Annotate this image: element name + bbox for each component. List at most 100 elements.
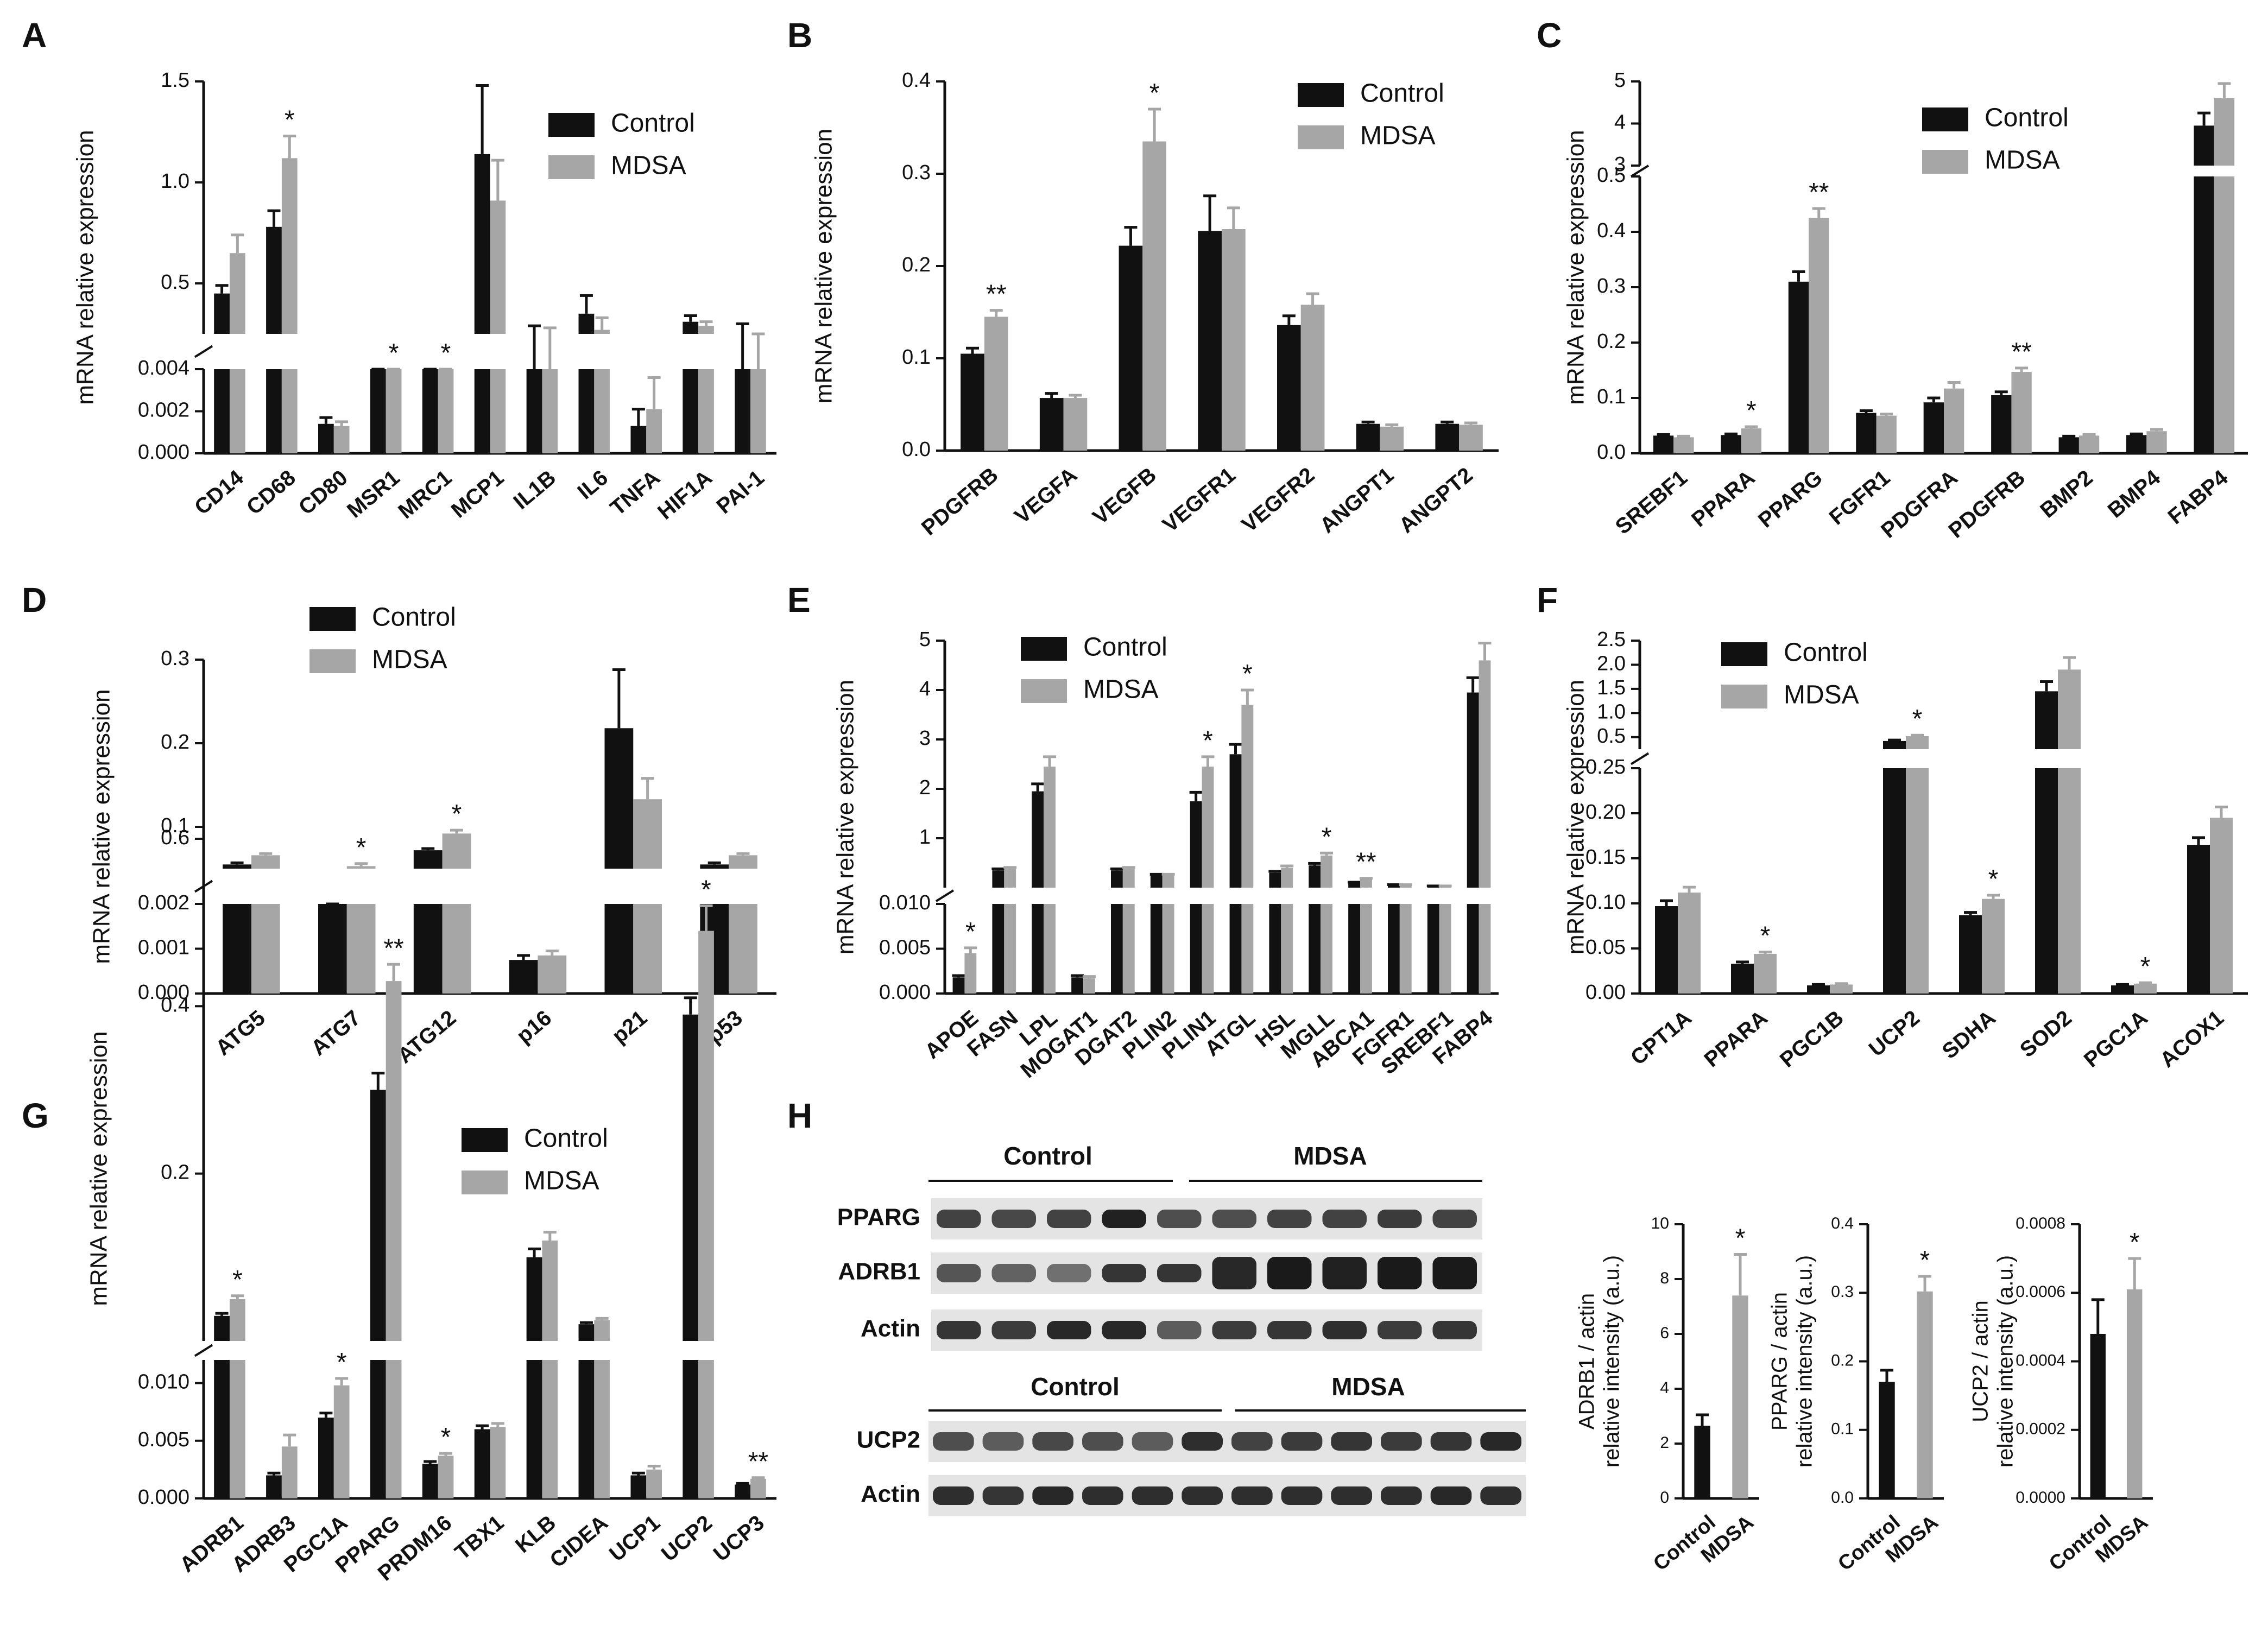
y-tick-upper-2: 1.5 — [161, 69, 189, 92]
bar-control-pparg — [1788, 281, 1809, 453]
y-axis-title: mRNA relative expression — [811, 129, 837, 403]
bar-mdsa-pai-1-lower — [750, 369, 766, 453]
panel-g: G 0.000 0.005 0.010 0.2 0.4 0.6 mRNA relative e… — [22, 826, 776, 1586]
bar-mdsa-ucp2-upper — [1906, 736, 1929, 749]
significance-abca1: ** — [1356, 848, 1376, 877]
panel-b: B 0.0 0.1 0.2 0.3 0.4 mRNA relative expression… — [787, 16, 1499, 540]
legend-swatch-control — [1021, 637, 1067, 661]
y-tick-1: 0.1 — [902, 346, 931, 369]
bar-mdsa-pdgfrb — [984, 317, 1008, 451]
bar-control-il6-upper — [578, 313, 595, 334]
bar-control-sod2-upper — [2035, 691, 2058, 749]
blot2-band-ucp2-2 — [1032, 1432, 1073, 1451]
y-tick-lower-0: 0.0 — [1597, 441, 1626, 464]
bar-control-cd80 — [318, 423, 334, 453]
x-tick-label-atg5: ATG5 — [211, 1006, 270, 1060]
bar-control-cd14-upper — [214, 293, 230, 334]
bar-mdsa-fgfr1-upper — [1399, 885, 1412, 888]
blot2-strip-actin — [928, 1475, 1526, 1516]
y-tick-upper-2: 0.6 — [161, 826, 189, 849]
bar-control-angpt1 — [1356, 423, 1380, 451]
significance-mrc1: * — [441, 339, 451, 368]
significance-mdsa: * — [1735, 1224, 1746, 1253]
bar-mdsa-hsl-lower — [1281, 904, 1293, 994]
bar-control-fgfr1 — [1856, 413, 1877, 453]
y-tick-1: 0.0002 — [2016, 1420, 2065, 1438]
bar-mdsa-bmp4 — [2146, 431, 2167, 453]
y-tick-upper-1: 0.4 — [161, 994, 189, 1016]
bar-mdsa-adrb1-upper — [229, 1299, 245, 1341]
x-tick-label-tnfa: TNFA — [606, 466, 665, 521]
x-tick-label-cd80: CD80 — [294, 466, 352, 520]
panel-label-b: B — [787, 16, 812, 55]
bar-control-adrb3 — [266, 1475, 282, 1498]
bar-control-atg7-lower — [318, 904, 347, 994]
bar-control-cpt1a — [1655, 906, 1678, 994]
legend-label-control: Control — [1985, 104, 2069, 132]
y-tick-1: 0.1 — [1831, 1420, 1854, 1438]
axis-break-mark — [1630, 752, 1650, 765]
bar-control-tbx1 — [474, 1429, 490, 1498]
y-tick-upper-1: 4 — [1614, 111, 1626, 134]
legend-label-mdsa: MDSA — [1360, 122, 1436, 150]
blot2-band-actin-7 — [1281, 1486, 1323, 1505]
bar-mdsa-p16 — [538, 955, 567, 994]
bar-control-hif1a-upper — [683, 321, 699, 334]
x-tick-label-cd14: CD14 — [190, 465, 248, 520]
y-tick-lower-5: 0.25 — [1585, 756, 1626, 779]
y-tick-1: 2 — [1660, 1434, 1669, 1452]
y-axis-title: UCP2 / actin — [1969, 1300, 1993, 1422]
blot1-band-adrb1-0 — [937, 1264, 981, 1282]
y-tick-lower-2: 0.010 — [138, 1371, 189, 1394]
significance-ppara: * — [1746, 396, 1757, 425]
blot1-band-actin-3 — [1102, 1321, 1146, 1339]
bar-mdsa-klb-upper — [542, 1241, 558, 1341]
bar-control-fgfr1-lower — [1388, 904, 1400, 994]
significance-atg7: * — [356, 833, 367, 862]
y-tick-3: 0.3 — [902, 161, 931, 184]
blot2-band-ucp2-10 — [1430, 1432, 1472, 1451]
bar-mdsa-sod2-upper — [2058, 669, 2081, 749]
blot2-band-ucp2-6 — [1231, 1432, 1273, 1451]
bar-control-p16 — [509, 960, 538, 994]
y-tick-upper-1: 1.0 — [1597, 700, 1626, 723]
x-tick-label-sdha: SDHA — [1938, 1006, 2000, 1064]
y-axis-title-line2: relative intensity (a.u.) — [1994, 1255, 2018, 1467]
significance-sdha: * — [1988, 865, 1999, 894]
y-tick-lower-1: 0.005 — [879, 937, 931, 959]
legend-label-mdsa: MDSA — [1985, 146, 2060, 175]
y-tick-lower-2: 0.004 — [138, 357, 189, 379]
bar-control-ppara — [1721, 435, 1741, 453]
y-axis-title-line2: relative intensity (a.u.) — [1600, 1255, 1624, 1467]
bar-mdsa-fasn-lower — [1004, 904, 1016, 994]
bar-control-pdgfrb — [961, 353, 984, 451]
significance-pgc1a: * — [337, 1348, 347, 1377]
bar-control-hif1a-lower — [683, 369, 699, 453]
y-tick-upper-1: 1.0 — [161, 170, 189, 193]
bar-control-mrc1-lower — [422, 369, 438, 453]
bar-mdsa-vegfr1 — [1222, 229, 1246, 451]
blot2-group-control: Control — [1031, 1372, 1120, 1401]
y-tick-upper-3: 2.0 — [1597, 652, 1626, 675]
x-tick-label-sod2: SOD2 — [2016, 1006, 2076, 1062]
bar-mdsa — [1917, 1291, 1933, 1498]
blot1-band-adrb1-5 — [1212, 1257, 1256, 1289]
blot2-row-label-actin: Actin — [861, 1481, 920, 1508]
y-tick-lower-0: 0.000 — [879, 981, 931, 1004]
bar-mdsa-sdha — [1982, 899, 2005, 994]
bar-mdsa-atg12-lower — [442, 904, 471, 994]
bar-mdsa-hif1a-lower — [698, 369, 714, 453]
y-tick-lower-4: 0.20 — [1585, 801, 1626, 824]
bar-mdsa-sod2-lower — [2058, 768, 2081, 994]
bar-control-lpl-lower — [1032, 904, 1044, 994]
significance-ucp2: * — [1912, 705, 1923, 733]
x-tick-label-pparg: PPARG — [1754, 466, 1827, 533]
significance-plin1: * — [1203, 726, 1213, 755]
legend-swatch-mdsa — [1721, 685, 1767, 708]
y-tick-3: 0.0006 — [2016, 1283, 2065, 1301]
bar-control-ucp3 — [735, 1484, 751, 1498]
bar-control-abca1-lower — [1348, 904, 1360, 994]
blot2-strip-ucp2 — [928, 1421, 1526, 1462]
bar-control-plin1-lower — [1190, 904, 1202, 994]
